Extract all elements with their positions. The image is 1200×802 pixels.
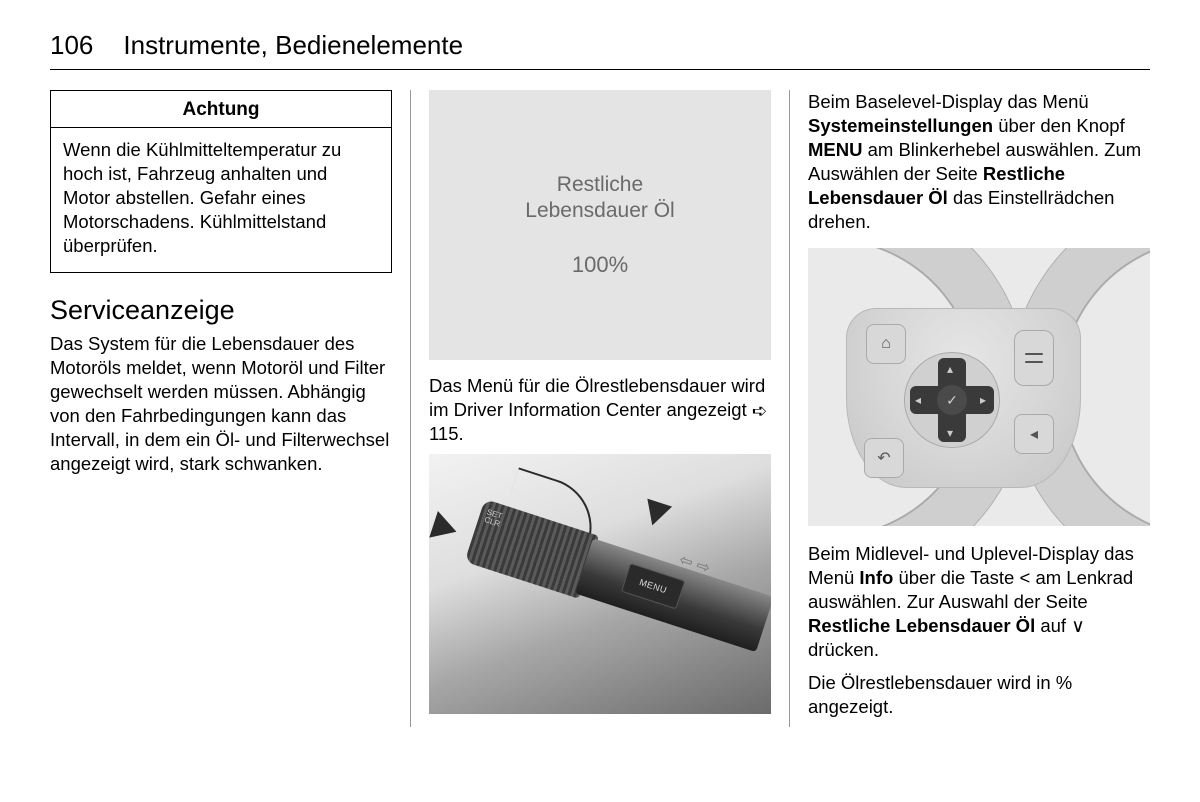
p2-b2: Restliche Lebensdauer Öl [808,615,1035,636]
p2-t5: drücken. [808,639,879,660]
p2-t2: über die Taste [893,567,1019,588]
instruction-arrow-icon [429,511,460,545]
display-title: Restliche Lebensdauer Öl [525,172,674,225]
display-line2: Lebensdauer Öl [525,199,674,222]
dpad-right-icon: ▸ [980,393,986,407]
page-header: 106 Instrumente, Bedienelemente [50,30,1150,61]
baselevel-instructions: Beim Baselevel-Display das Menü Systemei… [808,90,1150,234]
wheel-button-top-left: ⌂ [866,324,906,364]
oil-life-display-illustration: Restliche Lebensdauer Öl 100% [429,90,771,360]
display-percentage: 100% [572,252,628,278]
wheel-button-top-right [1014,330,1054,386]
column-3: Beim Baselevel-Display das Menü Systemei… [808,90,1150,727]
caption-text: Das Menü für die Ölrestlebensdauer wird … [429,375,765,420]
p2-b1: Info [859,567,893,588]
dpad-up-icon: ▴ [947,362,953,376]
header-divider [50,69,1150,70]
reference-arrow-icon: ➪ [752,399,768,423]
content-columns: Achtung Wenn die Kühlmitteltemperatur zu… [50,90,1150,727]
caution-title: Achtung [51,91,391,128]
column-divider-2 [789,90,790,727]
dpad-left-icon: ◂ [915,393,921,407]
midlevel-instructions: Beim Midlevel- und Uplevel-Display das M… [808,542,1150,662]
p2-t4: auf [1035,615,1071,636]
caution-body: Wenn die Kühlmitteltemperatur zu hoch is… [51,128,391,272]
percentage-note: Die Ölrestlebensdauer wird in % angezeig… [808,671,1150,719]
column-2: Restliche Lebensdauer Öl 100% Das Menü f… [429,90,771,727]
column-divider-1 [410,90,411,727]
wheel-button-bottom-right: ◂ [1014,414,1054,454]
p1-b1: Systemeinstellungen [808,115,993,136]
stalk-body: SET CLR MENU [454,471,770,684]
caution-box: Achtung Wenn die Kühlmitteltemperatur zu… [50,90,392,273]
page-number: 106 [50,30,93,61]
chapter-title: Instrumente, Bedienelemente [123,30,463,61]
p1-b2: MENU [808,139,862,160]
display-caption: Das Menü für die Ölrestlebensdauer wird … [429,374,771,446]
dpad-down-icon: ▾ [947,426,953,440]
blinker-stalk-illustration: SET CLR MENU ⇦ ⇨ [429,454,771,714]
wheel-dpad: ✓ ▴ ▾ ◂ ▸ [904,352,1000,448]
steering-wheel-illustration: ⌂ ↶ ◂ ✓ ▴ ▾ ◂ ▸ [808,248,1150,526]
service-description: Das System für die Lebensdauer des Motor… [50,332,392,476]
left-chevron-icon: < [1020,567,1031,588]
p1-t1: Beim Baselevel-Display das Menü [808,91,1089,112]
wheel-button-bottom-left: ↶ [864,438,904,478]
down-chevron-icon: ∨ [1071,615,1085,636]
section-heading-serviceanzeige: Serviceanzeige [50,295,392,326]
p1-t2: über den Knopf [993,115,1125,136]
column-1: Achtung Wenn die Kühlmitteltemperatur zu… [50,90,392,727]
display-line1: Restliche [557,173,643,196]
caption-ref-number: 115. [429,423,464,444]
